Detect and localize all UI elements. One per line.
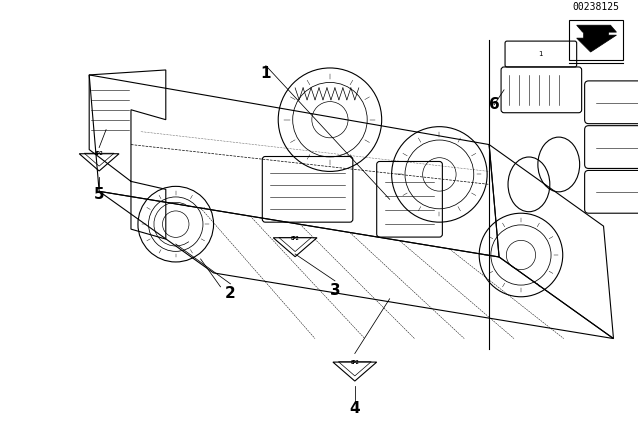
Text: 8P2: 8P2 — [95, 151, 104, 156]
Text: 8P2: 8P2 — [291, 236, 300, 241]
Text: 3: 3 — [330, 283, 340, 298]
Text: 2: 2 — [225, 286, 236, 302]
Polygon shape — [577, 25, 616, 32]
Text: 6: 6 — [489, 97, 499, 112]
Text: 00238125: 00238125 — [572, 2, 619, 12]
Bar — [569, 20, 623, 60]
Text: 8P2: 8P2 — [351, 360, 359, 365]
Text: 1: 1 — [539, 51, 543, 57]
Text: 4: 4 — [349, 401, 360, 416]
Text: 5: 5 — [94, 187, 104, 202]
Text: 1: 1 — [260, 66, 271, 81]
Polygon shape — [577, 28, 616, 52]
